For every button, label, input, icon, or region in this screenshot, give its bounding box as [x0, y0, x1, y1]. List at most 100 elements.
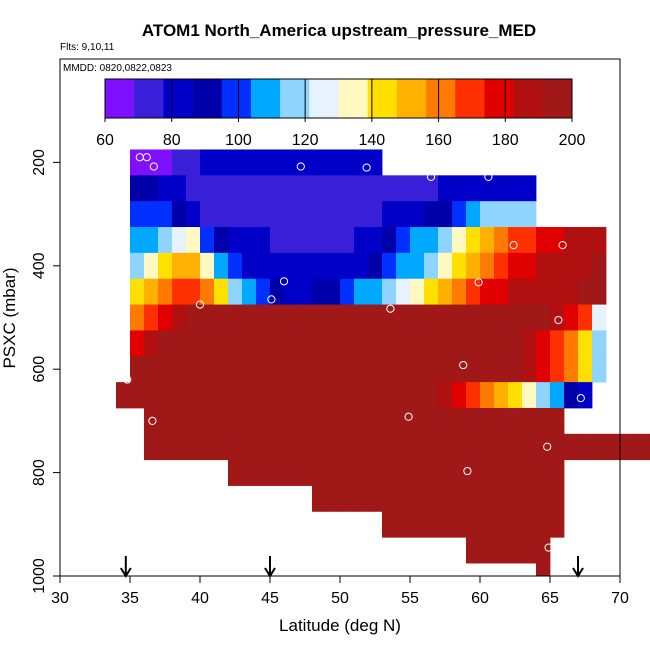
heatmap-cell — [466, 304, 481, 331]
heatmap-cell — [242, 330, 257, 357]
heatmap-cell — [340, 433, 355, 461]
heatmap-cell — [298, 459, 313, 486]
heatmap-cell — [214, 356, 229, 383]
heatmap-cell — [312, 356, 327, 383]
heatmap-cell — [200, 201, 215, 228]
heatmap-cell — [242, 304, 257, 331]
heatmap-cell — [186, 278, 201, 305]
heatmap-cell — [172, 407, 187, 435]
heatmap-cell — [606, 433, 621, 461]
heatmap-cell — [578, 433, 593, 461]
heatmap-cell — [214, 175, 229, 202]
colorbar-swatch — [455, 79, 485, 118]
heatmap-cell — [144, 330, 159, 357]
heatmap-cell — [158, 382, 173, 409]
heatmap-cell — [256, 175, 271, 202]
heatmap-cell — [144, 382, 159, 409]
heatmap-cell — [508, 433, 523, 461]
heatmap-cell — [522, 304, 537, 331]
heatmap-cell — [508, 485, 523, 512]
colorbar-swatch — [338, 79, 368, 118]
heatmap-cell — [214, 330, 229, 357]
heatmap-cell — [452, 459, 467, 486]
heatmap-cell — [438, 511, 453, 538]
heatmap-cell — [242, 149, 257, 176]
heatmap-cell — [452, 511, 467, 538]
heatmap-cell — [396, 511, 411, 538]
colorbar-tick-label: 160 — [425, 132, 452, 149]
heatmap-cell — [172, 227, 187, 254]
heatmap-cell — [368, 278, 383, 305]
observation-marker — [142, 153, 151, 162]
heatmap-cell — [158, 278, 173, 305]
heatmap-cell — [200, 407, 215, 435]
x-tick-label: 50 — [331, 590, 349, 607]
heatmap-cell — [438, 252, 453, 280]
observation-marker — [149, 162, 158, 171]
heatmap-cell — [438, 278, 453, 305]
heatmap-cell — [270, 304, 285, 331]
heatmap-cell — [452, 407, 467, 435]
heatmap-cell — [438, 201, 453, 228]
heatmap-cell — [508, 511, 523, 538]
x-tick-label: 30 — [51, 590, 69, 607]
heatmap-cell — [396, 278, 411, 305]
heatmap-cell — [354, 201, 369, 228]
heatmap-cell — [158, 433, 173, 461]
heatmap-cell — [340, 175, 355, 202]
heatmap-cell — [214, 149, 229, 176]
observation-marker — [362, 163, 371, 172]
heatmap-cell — [494, 485, 509, 512]
heatmap-cell — [536, 252, 551, 280]
heatmap-cell — [354, 485, 369, 512]
heatmap-cell — [452, 485, 467, 512]
heatmap-cell — [494, 175, 509, 202]
heatmap-cell — [214, 382, 229, 409]
heatmap-cell — [522, 201, 537, 228]
observation-marker — [426, 172, 436, 181]
heatmap-cell — [508, 459, 523, 486]
heatmap-cell — [536, 382, 551, 409]
heatmap-cell — [144, 175, 159, 202]
heatmap-cell — [214, 278, 229, 305]
heatmap-cell — [284, 227, 299, 254]
heatmap-cell — [410, 407, 425, 435]
x-tick-label: 70 — [611, 590, 629, 607]
y-tick-label: 400 — [31, 252, 48, 279]
heatmap-cell — [242, 252, 257, 280]
heatmap-cell — [466, 382, 481, 409]
heatmap-cell — [536, 304, 551, 331]
heatmap-cell — [186, 227, 201, 254]
heatmap-cell — [536, 356, 551, 383]
heatmap-cell — [452, 201, 467, 228]
heatmap-cell — [368, 407, 383, 435]
heatmap-cell — [270, 433, 285, 461]
heatmap-cell — [354, 433, 369, 461]
heatmap-cell — [270, 356, 285, 383]
observation-marker — [509, 241, 518, 250]
heatmap-cell — [480, 278, 495, 305]
heatmap-cell — [396, 356, 411, 383]
heatmap-cell — [466, 252, 481, 280]
heatmap-cell — [424, 227, 439, 254]
heatmap-cell — [466, 278, 481, 305]
heatmap-cell — [508, 330, 523, 357]
heatmap-cell — [298, 278, 313, 305]
colorbar-tick-label: 120 — [292, 132, 319, 149]
heatmap-cell — [354, 330, 369, 357]
heatmap-cell — [340, 382, 355, 409]
heatmap-cell — [228, 304, 243, 331]
heatmap-cell — [354, 459, 369, 486]
heatmap-cell — [396, 330, 411, 357]
heatmap-cell — [228, 201, 243, 228]
heatmap-cell — [438, 433, 453, 461]
heatmap-cell — [550, 227, 565, 254]
y-tick-label: 1000 — [31, 558, 48, 594]
heatmap-cell — [368, 330, 383, 357]
observation-marker — [554, 315, 563, 325]
heatmap-cell — [480, 304, 495, 331]
heatmap-cell — [354, 304, 369, 331]
heatmap-cell — [284, 330, 299, 357]
heatmap-cell — [326, 356, 341, 383]
heatmap-cell — [298, 201, 313, 228]
